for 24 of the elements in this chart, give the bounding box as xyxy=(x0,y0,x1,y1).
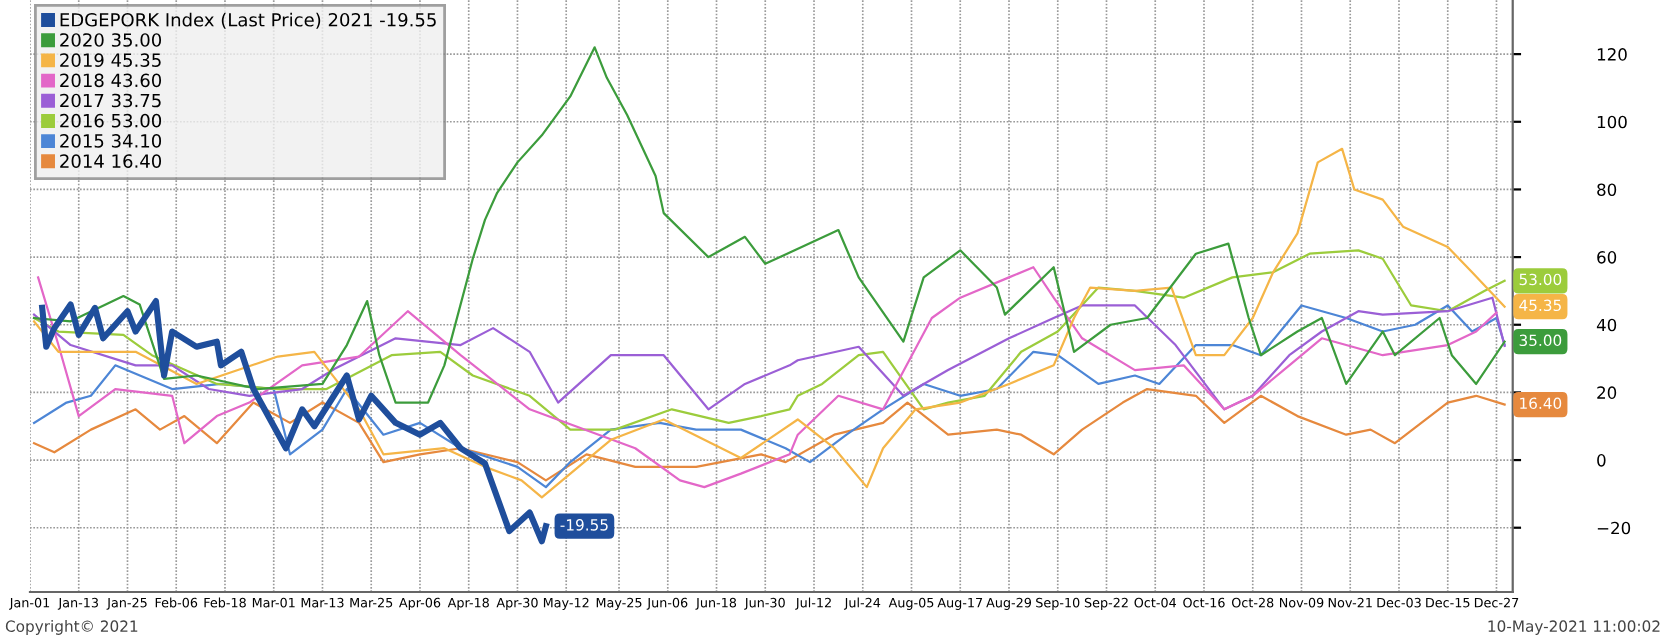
y-tick-label: 100 xyxy=(1597,115,1627,129)
y-tick-label: 0 xyxy=(1597,454,1606,467)
legend-label: 2014 16.40 xyxy=(60,154,162,168)
y-tick-label: 40 xyxy=(1596,318,1617,332)
line-series xyxy=(32,249,1506,431)
line-series xyxy=(32,46,1506,404)
line-series xyxy=(39,298,549,545)
line-series xyxy=(37,266,1498,489)
line-series xyxy=(32,387,1506,482)
y-tick-label: 80 xyxy=(1597,183,1617,197)
y-tick-label: 20 xyxy=(1597,386,1617,399)
y-tick-label: 60 xyxy=(1597,251,1617,264)
y-tick-label: −20 xyxy=(1597,521,1631,535)
legend-label: 2016 53.00 xyxy=(60,113,162,128)
legend-label: 2018 43.60 xyxy=(60,73,162,88)
line-series xyxy=(32,147,1506,499)
legend-label: EDGEPORK Index (Last Price) 2021 -19.55 xyxy=(60,12,436,29)
legend-label: 2020 35.00 xyxy=(60,33,162,47)
legend-label: 2017 33.75 xyxy=(60,93,161,108)
line-series xyxy=(32,296,1506,411)
legend-label: 2015 34.10 xyxy=(60,134,162,148)
y-tick-label: 120 xyxy=(1597,48,1627,61)
line-series xyxy=(32,304,1506,489)
legend-label: 2019 45.35 xyxy=(60,53,161,67)
